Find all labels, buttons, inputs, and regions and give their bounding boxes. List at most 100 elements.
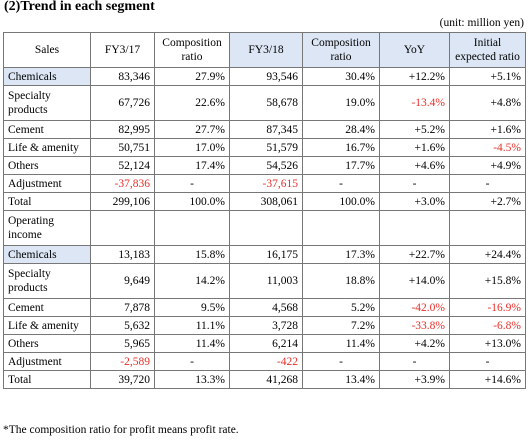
sales-cell-c18: 30.4% bbox=[302, 67, 380, 86]
op-section-empty bbox=[379, 210, 450, 246]
op-cell-fy18: 16,175 bbox=[229, 245, 303, 264]
sales-row: Life & amenity 50,751 17.0% 51,579 16.7% +1.6… bbox=[3, 138, 526, 157]
sales-cell-label: Cement bbox=[3, 120, 91, 139]
op-cell-label: Total bbox=[3, 370, 91, 389]
header-comp17: Composition ratio bbox=[154, 32, 230, 68]
op-cell-fy18: 41,268 bbox=[229, 370, 303, 389]
op-cell-c17: 11.1% bbox=[154, 316, 230, 335]
op-cell-fy18: 11,003 bbox=[229, 263, 303, 299]
op-section-empty bbox=[229, 210, 303, 246]
sales-cell-label: Chemicals bbox=[3, 67, 91, 86]
op-row: Adjustment -2,589- -422- - - bbox=[3, 352, 526, 371]
op-cell-c18: - bbox=[302, 352, 380, 371]
op-cell-fy17: 39,720 bbox=[90, 370, 155, 389]
segment-table: Sales FY3/17 Composition ratio FY3/18 Co… bbox=[3, 32, 526, 389]
sales-cell-init: +4.9% bbox=[449, 156, 526, 175]
op-cell-yoy: +22.7% bbox=[379, 245, 450, 264]
op-cell-init: -16.9% bbox=[449, 298, 526, 317]
op-cell-c17: 13.3% bbox=[154, 370, 230, 389]
op-cell-label: Others bbox=[3, 334, 91, 353]
sales-cell-yoy: +4.6% bbox=[379, 156, 450, 175]
header-row: Sales FY3/17 Composition ratio FY3/18 Co… bbox=[3, 32, 526, 68]
sales-cell-fy17: 82,995 bbox=[90, 120, 155, 139]
header-comp18: Composition ratio bbox=[302, 32, 380, 68]
op-cell-c18: 5.2% bbox=[302, 298, 380, 317]
sales-cell-init: -4.5% bbox=[449, 138, 526, 157]
footnote: *The composition ratio for profit means … bbox=[3, 424, 239, 436]
sales-cell-init: - bbox=[449, 174, 526, 193]
header-initial: Initial expected ratio bbox=[449, 32, 526, 68]
op-cell-c18: 18.8% bbox=[302, 263, 380, 299]
op-section-empty bbox=[154, 210, 230, 246]
op-cell-c17: 15.8% bbox=[154, 245, 230, 264]
op-cell-init: +24.4% bbox=[449, 245, 526, 264]
op-cell-c17: 11.4% bbox=[154, 334, 230, 353]
sales-cell-fy17: 299,106 bbox=[90, 192, 155, 211]
op-cell-c18: 17.3% bbox=[302, 245, 380, 264]
sales-cell-fy17: 50,751 bbox=[90, 138, 155, 157]
op-cell-c18: 11.4% bbox=[302, 334, 380, 353]
op-cell-label: Life & amenity bbox=[3, 316, 91, 335]
op-cell-fy18: 6,214 bbox=[229, 334, 303, 353]
sales-cell-c17: 22.6% bbox=[154, 85, 230, 121]
op-cell-init: +14.6% bbox=[449, 370, 526, 389]
sales-row: Cement 82,995 27.7% 87,345 28.4% +5.2% +1.6% bbox=[3, 120, 526, 139]
sales-cell-label: Specialty products bbox=[3, 85, 91, 121]
header-sales: Sales bbox=[3, 32, 91, 68]
op-cell-label: Adjustment bbox=[3, 352, 91, 371]
sales-cell-yoy: +12.2% bbox=[379, 67, 450, 86]
op-section-row: Operating income bbox=[3, 210, 526, 246]
sales-cell-c18: 17.7% bbox=[302, 156, 380, 175]
op-cell-fy17: 5,965 bbox=[90, 334, 155, 353]
sales-cell-label: Life & amenity bbox=[3, 138, 91, 157]
sales-row: Adjustment -37,836- -37,615- - - bbox=[3, 174, 526, 193]
sales-cell-c17: 17.0% bbox=[154, 138, 230, 157]
sales-cell-yoy: +1.6% bbox=[379, 138, 450, 157]
sales-cell-c18: - bbox=[302, 174, 380, 193]
op-section-label: Operating income bbox=[3, 210, 91, 246]
sales-cell-fy17: 67,726 bbox=[90, 85, 155, 121]
op-cell-label: Cement bbox=[3, 298, 91, 317]
op-section-empty bbox=[449, 210, 526, 246]
op-cell-fy18: 4,568 bbox=[229, 298, 303, 317]
sales-cell-label: Total bbox=[3, 192, 91, 211]
sales-cell-yoy: +3.0% bbox=[379, 192, 450, 211]
op-cell-c18: 13.4% bbox=[302, 370, 380, 389]
sales-cell-init: +5.1% bbox=[449, 67, 526, 86]
sales-cell-c17: 17.4% bbox=[154, 156, 230, 175]
op-cell-yoy: -33.8% bbox=[379, 316, 450, 335]
sales-cell-fy17: 52,124 bbox=[90, 156, 155, 175]
op-cell-fy17: 9,649 bbox=[90, 263, 155, 299]
sales-row: Total 299,106 100.0% 308,061 100.0% +3.0% +2.7… bbox=[3, 192, 526, 211]
sales-cell-init: +2.7% bbox=[449, 192, 526, 211]
sales-cell-c18: 19.0% bbox=[302, 85, 380, 121]
op-cell-c18: 7.2% bbox=[302, 316, 380, 335]
op-row: Chemicals 13,183 15.8% 16,175 17.3% +22.7% +24… bbox=[3, 245, 526, 264]
sales-cell-c17: 100.0% bbox=[154, 192, 230, 211]
header-yoy: YoY bbox=[379, 32, 450, 68]
sales-cell-fy18: 308,061 bbox=[229, 192, 303, 211]
op-cell-init: -6.8% bbox=[449, 316, 526, 335]
op-row: Life & amenity 5,632 11.1% 3,728 7.2% -33.8% -… bbox=[3, 316, 526, 335]
sales-cell-fy18: 54,526 bbox=[229, 156, 303, 175]
sales-cell-c18: 28.4% bbox=[302, 120, 380, 139]
op-row: Cement 7,878 9.5% 4,568 5.2% -42.0% -16.9% bbox=[3, 298, 526, 317]
op-cell-fy18: -422 bbox=[229, 352, 303, 371]
op-cell-fy17: 13,183 bbox=[90, 245, 155, 264]
header-fy17: FY3/17 bbox=[90, 32, 155, 68]
sales-cell-fy18: 58,678 bbox=[229, 85, 303, 121]
sales-cell-init: +4.8% bbox=[449, 85, 526, 121]
header-fy18: FY3/18 bbox=[229, 32, 303, 68]
sales-cell-c18: 16.7% bbox=[302, 138, 380, 157]
sales-cell-fy18: -37,615 bbox=[229, 174, 303, 193]
op-cell-c17: 9.5% bbox=[154, 298, 230, 317]
op-cell-yoy: -42.0% bbox=[379, 298, 450, 317]
op-cell-yoy: - bbox=[379, 352, 450, 371]
sales-cell-fy18: 93,546 bbox=[229, 67, 303, 86]
sales-cell-fy17: -37,836 bbox=[90, 174, 155, 193]
op-cell-init: +13.0% bbox=[449, 334, 526, 353]
op-cell-yoy: +3.9% bbox=[379, 370, 450, 389]
sales-cell-fy18: 51,579 bbox=[229, 138, 303, 157]
op-cell-c17: - bbox=[154, 352, 230, 371]
op-section-empty bbox=[302, 210, 380, 246]
